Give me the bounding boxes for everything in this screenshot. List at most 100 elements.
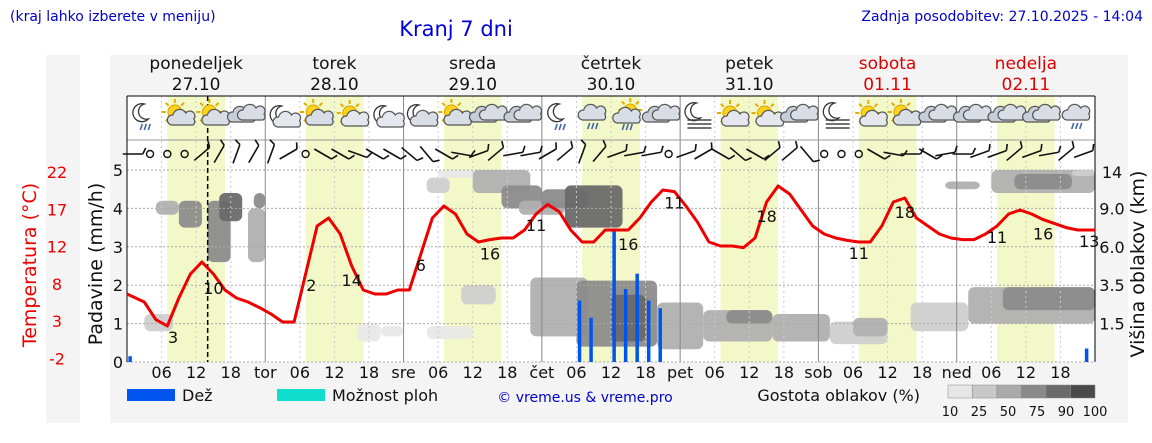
weather-icon-moon-rain (547, 103, 566, 131)
weather-icon-sun-cloud (161, 99, 196, 126)
wind-shaft (468, 149, 489, 159)
weather-icon-moon-fog (684, 102, 712, 129)
wind-barb (781, 140, 799, 162)
wind-feather (501, 140, 505, 148)
x-tick-label: sob (804, 363, 832, 382)
wind-barb (331, 148, 355, 160)
precip-bar (646, 300, 651, 362)
density-step-label: 10 (942, 405, 959, 420)
wind-feather (902, 149, 908, 157)
wind-feather (234, 139, 241, 146)
rain-drop (147, 123, 152, 131)
x-tick-label: tor (254, 363, 277, 382)
x-tick-label: 06 (843, 363, 863, 382)
day-name: sreda (449, 54, 496, 74)
cloud-shape (236, 103, 266, 121)
day-name: petek (725, 54, 773, 74)
wind-feather (269, 139, 276, 146)
wind-barb (578, 139, 587, 164)
wind-shaft (279, 148, 298, 160)
day-name: ponedeljek (149, 54, 243, 74)
wind-barb (538, 142, 558, 160)
weather-icon-cloud (503, 103, 543, 123)
weather-icon-moon-cloud (406, 104, 439, 127)
temperature-label: 16 (618, 235, 638, 254)
wind-shaft (1006, 146, 1023, 162)
wind-feather (416, 157, 424, 162)
temperature-tick-label: -2 (49, 350, 65, 369)
wind-barb (1058, 140, 1075, 162)
wind-shaft (520, 151, 541, 157)
x-tick-label: 06 (981, 363, 1001, 382)
cloud-shape (340, 109, 370, 127)
density-step-label: 25 (971, 405, 988, 420)
rain-drop (1070, 122, 1075, 130)
sun-ray (303, 102, 308, 107)
wind-barb (401, 146, 424, 162)
day-name: četrtek (581, 54, 642, 74)
density-swatch (1070, 384, 1096, 399)
cloud-height-tick-label: 3.5 (1099, 276, 1124, 295)
rain-drop (558, 123, 562, 131)
cloud-height-axis-title: Višina oblakov (km) (1127, 171, 1149, 358)
weather-icon-moon (373, 105, 405, 128)
wind-barb (232, 139, 241, 164)
wind-barb (745, 148, 770, 160)
weather-icon-sun-cloud (887, 99, 922, 126)
wind-shaft (694, 148, 713, 160)
wind-feather (954, 145, 958, 153)
wind-feather (988, 143, 991, 151)
wind-shaft (745, 148, 765, 160)
wind-shaft (347, 149, 368, 159)
cloud-height-tick-label: 9.0 (1099, 199, 1124, 218)
wind-shaft (382, 148, 402, 160)
weather-icon-cloud (952, 103, 992, 123)
temperature-series: 3 10 2 14 6 16 11 16 11 18 11 18 11 16 13 (126, 184, 1099, 347)
precip-bar (623, 289, 628, 362)
wind-shaft (556, 146, 574, 162)
wind-feather (1040, 143, 1043, 151)
moon-shape (132, 103, 151, 123)
copyright-link[interactable]: © vreme.us & vreme.pro (497, 390, 672, 406)
x-tick-label: 18 (359, 363, 379, 382)
wind-feather (936, 154, 943, 160)
x-tick-label: 18 (912, 363, 932, 382)
wind-barb (729, 146, 752, 162)
sun-ray (215, 102, 220, 107)
precip-bar (612, 231, 616, 362)
wind-calm (301, 149, 310, 159)
region-hint[interactable]: (kraj lahko izberete v meniju) (10, 9, 216, 25)
wind-shaft (193, 146, 211, 162)
wind-feather (555, 142, 558, 150)
wind-feather (400, 154, 407, 160)
cloud-block (611, 294, 646, 342)
wind-feather (602, 139, 607, 147)
temperature-tick-label: 3 (52, 312, 62, 331)
legend-shower-swatch (277, 389, 325, 401)
wind-barb (624, 145, 647, 157)
rain-drop (139, 123, 144, 131)
rain-drop (1074, 122, 1079, 130)
temperature-label: 14 (342, 271, 362, 290)
temperature-tick-label: 22 (47, 163, 67, 182)
wind-feather (382, 154, 390, 160)
wind-barb (382, 148, 407, 160)
x-tick-label: 06 (290, 363, 310, 382)
wind-shaft (538, 148, 557, 160)
wind-barb (419, 145, 440, 163)
cloud-block (461, 285, 496, 305)
wind-feather (728, 154, 736, 160)
temperature-label: 18 (895, 203, 915, 222)
precip-axis-title: Padavine (mm/h) (85, 183, 107, 346)
weather-icon-cloud (780, 103, 819, 123)
precip-tick-label: 5 (113, 161, 123, 180)
wind-shaft (487, 146, 504, 162)
rain-drop (554, 123, 558, 131)
density-step-label: 100 (1083, 405, 1108, 420)
wind-feather (710, 142, 713, 150)
moon-shape (547, 103, 566, 123)
rain-drop (590, 122, 595, 130)
x-tick-label: 12 (1016, 363, 1036, 382)
temperature-label: 3 (168, 328, 178, 347)
wind-barb (347, 149, 373, 159)
